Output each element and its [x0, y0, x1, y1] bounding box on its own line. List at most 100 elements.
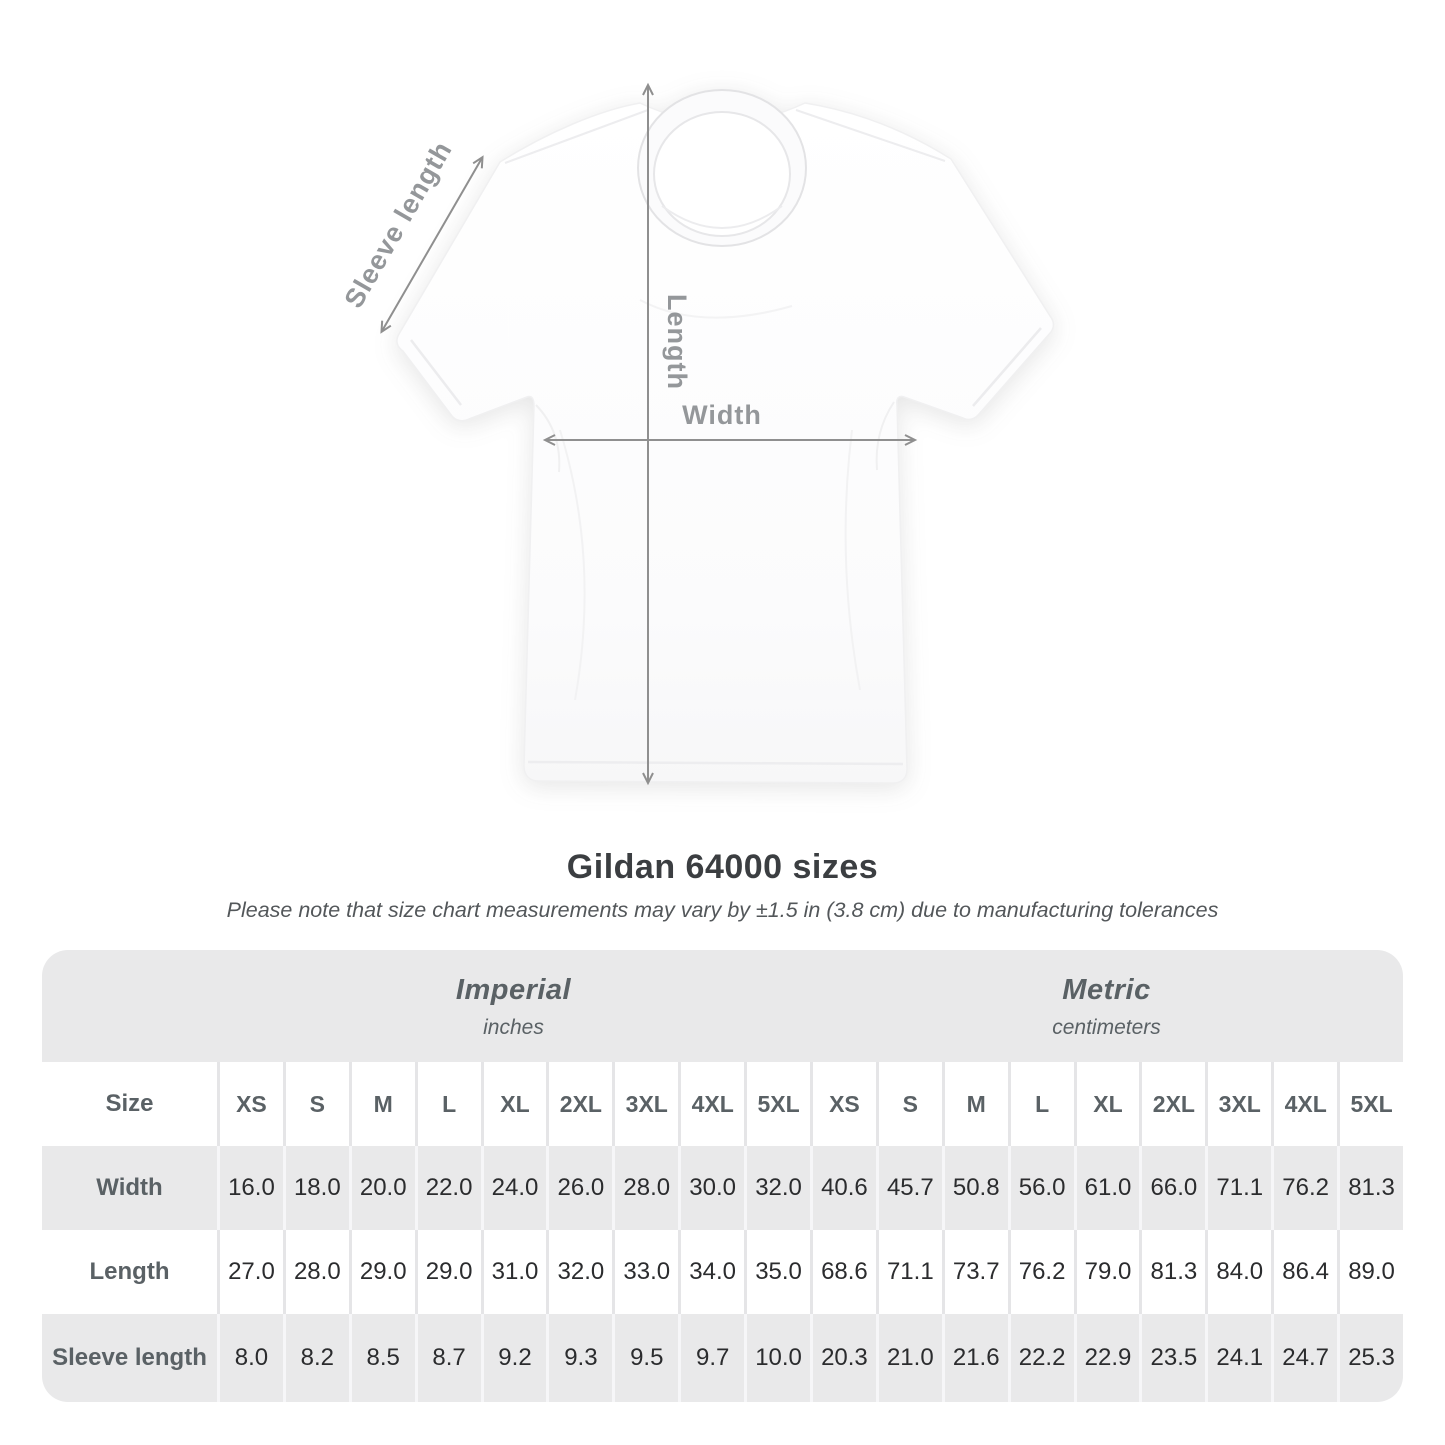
imperial-group-header: Imperial inches — [217, 950, 810, 1062]
value-cell: 31.0 — [480, 1230, 547, 1314]
value-cell: 16.0 — [217, 1146, 283, 1230]
value-cell: 81.3 — [1139, 1230, 1205, 1314]
length-label: Length — [662, 294, 692, 390]
size-col-header: 5XL — [744, 1062, 810, 1146]
value-cell: 71.1 — [1205, 1146, 1271, 1230]
size-col-header: S — [282, 1062, 349, 1146]
value-cell: 9.3 — [546, 1314, 612, 1402]
size-col-header: S — [875, 1062, 942, 1146]
value-cell: 26.0 — [546, 1146, 612, 1230]
value-cell: 20.0 — [348, 1146, 415, 1230]
size-col-header: 4XL — [1271, 1062, 1337, 1146]
tshirt-graphic — [396, 89, 1055, 784]
value-cell: 28.0 — [282, 1230, 349, 1314]
value-cell: 9.7 — [678, 1314, 744, 1402]
unit-group-header: Imperial inches Metric centimeters — [42, 950, 1403, 1062]
size-col-header: XS — [217, 1062, 283, 1146]
value-cell: 8.7 — [414, 1314, 481, 1402]
value-cell: 76.2 — [1271, 1146, 1337, 1230]
page-title: Gildan 64000 sizes — [566, 848, 879, 886]
measurement-row: Width 16.0 18.0 20.0 22.0 24.0 26.0 28.0 30.0 32.… — [42, 1146, 1403, 1230]
measurement-row-label: Length — [89, 1258, 170, 1285]
value-cell: 24.7 — [1271, 1314, 1337, 1402]
size-col-header: XS — [809, 1062, 876, 1146]
size-col-header: 2XL — [1139, 1062, 1205, 1146]
value-cell: 40.6 — [809, 1146, 876, 1230]
size-header-label: Size — [105, 1090, 154, 1117]
value-cell: 84.0 — [1205, 1230, 1271, 1314]
value-cell: 22.0 — [414, 1146, 481, 1230]
tolerance-note: Please note that size chart measurements… — [226, 898, 1219, 922]
value-cell: 24.0 — [480, 1146, 547, 1230]
value-cell: 35.0 — [744, 1230, 810, 1314]
value-cell: 86.4 — [1271, 1230, 1337, 1314]
size-col-header: 3XL — [1205, 1062, 1271, 1146]
value-cell: 32.0 — [546, 1230, 612, 1314]
size-header-row: Size XS S M L XL 2XL 3XL 4XL 5XL XS S M L XL 2XL 3XL 4XL 5… — [42, 1062, 1403, 1146]
value-cell: 73.7 — [941, 1230, 1008, 1314]
measurement-rows: Width 16.0 18.0 20.0 22.0 24.0 26.0 28.0 30.0 32.… — [42, 1146, 1403, 1402]
value-cell: 24.1 — [1205, 1314, 1271, 1402]
value-cell: 71.1 — [875, 1230, 942, 1314]
value-cell: 56.0 — [1007, 1146, 1074, 1230]
size-col-header: M — [941, 1062, 1008, 1146]
measurement-row: Sleeve length 8.0 8.2 8.5 8.7 9.2 9.3 9.5 9.7 10.… — [42, 1314, 1403, 1402]
size-col-header: M — [348, 1062, 415, 1146]
value-cell: 29.0 — [414, 1230, 481, 1314]
value-cell: 8.2 — [282, 1314, 349, 1402]
size-table: Imperial inches Metric centimeters Size X… — [42, 950, 1403, 1402]
value-cell: 22.2 — [1007, 1314, 1074, 1402]
width-label: Width — [682, 400, 762, 430]
value-cell: 34.0 — [678, 1230, 744, 1314]
measurement-row: Length 27.0 28.0 29.0 29.0 31.0 32.0 33.0 34.0 35… — [42, 1230, 1403, 1314]
value-cell: 8.5 — [348, 1314, 415, 1402]
metric-unit: centimeters — [1052, 1016, 1161, 1039]
value-cell: 27.0 — [217, 1230, 283, 1314]
value-cell: 22.9 — [1073, 1314, 1140, 1402]
value-cell: 29.0 — [348, 1230, 415, 1314]
size-col-header: L — [1007, 1062, 1074, 1146]
value-cell: 50.8 — [941, 1146, 1008, 1230]
value-cell: 9.2 — [480, 1314, 547, 1402]
value-cell: 79.0 — [1073, 1230, 1140, 1314]
measurement-row-label: Sleeve length — [52, 1344, 207, 1371]
value-cell: 89.0 — [1337, 1230, 1403, 1314]
value-cell: 28.0 — [612, 1146, 678, 1230]
imperial-label: Imperial — [455, 974, 572, 1006]
size-col-header: 2XL — [546, 1062, 612, 1146]
size-col-header: 3XL — [612, 1062, 678, 1146]
value-cell: 30.0 — [678, 1146, 744, 1230]
value-cell: 20.3 — [809, 1314, 876, 1402]
value-cell: 68.6 — [809, 1230, 876, 1314]
value-cell: 21.0 — [875, 1314, 942, 1402]
sleeve-length-arrow — [380, 155, 484, 334]
value-cell: 61.0 — [1073, 1146, 1140, 1230]
size-col-header: 4XL — [678, 1062, 744, 1146]
value-cell: 45.7 — [875, 1146, 942, 1230]
value-cell: 76.2 — [1007, 1230, 1074, 1314]
measurement-arrows — [380, 82, 918, 786]
value-cell: 23.5 — [1139, 1314, 1205, 1402]
value-cell: 18.0 — [282, 1146, 349, 1230]
collar-inner — [653, 111, 791, 237]
value-cell: 81.3 — [1337, 1146, 1403, 1230]
value-cell: 32.0 — [744, 1146, 810, 1230]
value-cell: 25.3 — [1337, 1314, 1403, 1402]
imperial-unit: inches — [483, 1016, 544, 1039]
metric-label: Metric — [1062, 974, 1151, 1006]
value-cell: 33.0 — [612, 1230, 678, 1314]
group-header-spacer — [42, 950, 217, 1062]
size-col-header: 5XL — [1337, 1062, 1403, 1146]
value-cell: 8.0 — [217, 1314, 283, 1402]
size-col-header: L — [414, 1062, 481, 1146]
value-cell: 9.5 — [612, 1314, 678, 1402]
size-col-header: XL — [480, 1062, 547, 1146]
value-cell: 10.0 — [744, 1314, 810, 1402]
metric-group-header: Metric centimeters — [810, 950, 1403, 1062]
measurement-row-label: Width — [96, 1174, 163, 1201]
shirt-diagram: Sleeve length Length Width — [338, 82, 1055, 786]
value-cell: 21.6 — [941, 1314, 1008, 1402]
value-cell: 66.0 — [1139, 1146, 1205, 1230]
size-col-header: XL — [1073, 1062, 1140, 1146]
